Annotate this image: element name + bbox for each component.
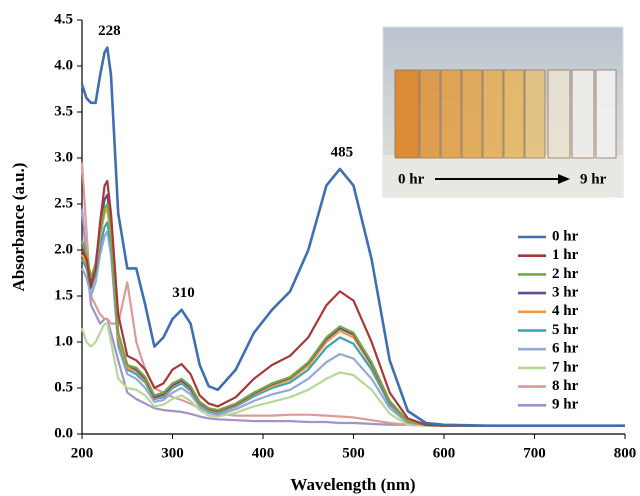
peak-annotation: 310	[172, 285, 195, 301]
y-tick-label: 2.5	[54, 195, 73, 211]
inset-label: 0 hr	[398, 171, 425, 187]
legend-label: 5 hr	[552, 322, 579, 338]
y-tick-label: 3.0	[54, 149, 73, 165]
peak-annotation: 485	[331, 144, 354, 160]
x-tick-label: 700	[523, 445, 546, 461]
y-tick-label: 4.5	[54, 11, 73, 27]
legend-label: 0 hr	[552, 228, 579, 244]
legend-label: 6 hr	[552, 341, 579, 357]
x-tick-label: 600	[433, 445, 456, 461]
legend-label: 7 hr	[552, 359, 579, 375]
y-tick-label: 0.0	[54, 425, 73, 441]
peak-annotation: 228	[98, 23, 121, 39]
y-axis-label: Absorbance (a.u.)	[9, 163, 28, 292]
series-line	[80, 46, 625, 427]
x-axis-label: Wavelength (nm)	[290, 475, 415, 494]
legend-label: 2 hr	[552, 266, 579, 282]
x-tick-label: 200	[71, 445, 94, 461]
y-tick-label: 1.0	[54, 333, 73, 349]
y-tick-label: 1.5	[54, 287, 73, 303]
x-tick-label: 400	[252, 445, 275, 461]
inset-label: 9 hr	[580, 171, 607, 187]
x-tick-label: 500	[342, 445, 365, 461]
legend-label: 3 hr	[552, 285, 579, 301]
series-line	[80, 202, 625, 427]
series-line	[81, 179, 625, 427]
y-tick-label: 4.0	[54, 57, 73, 73]
x-tick-label: 800	[614, 445, 637, 461]
y-tick-label: 0.5	[54, 379, 73, 395]
y-tick-label: 2.0	[54, 241, 73, 257]
legend-label: 8 hr	[552, 378, 579, 394]
inset-photo	[382, 26, 624, 198]
legend-label: 4 hr	[552, 303, 579, 319]
y-tick-label: 3.5	[54, 103, 73, 119]
legend-label: 9 hr	[552, 397, 579, 413]
x-tick-label: 300	[161, 445, 184, 461]
series-line	[80, 322, 625, 427]
legend-label: 1 hr	[552, 247, 579, 263]
